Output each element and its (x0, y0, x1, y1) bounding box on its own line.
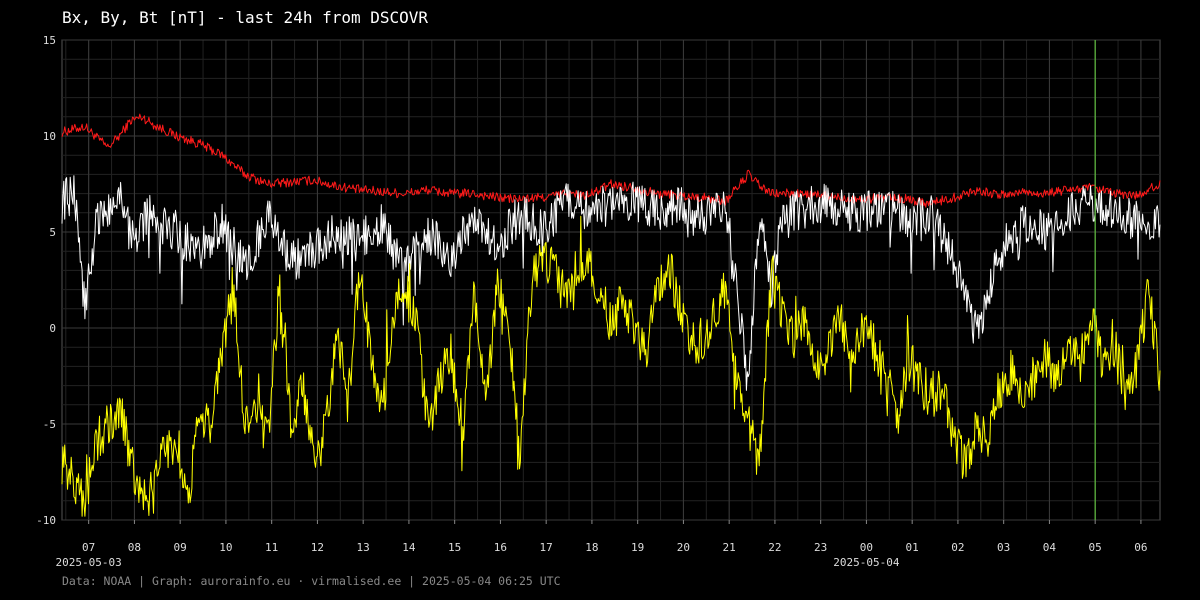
series-group (61, 113, 1161, 517)
series-line-by (61, 215, 1161, 517)
x-tick-label: 09 (174, 541, 187, 554)
x-tick-label: 05 (1089, 541, 1102, 554)
x-tick-label: 23 (814, 541, 827, 554)
x-tick-label: 22 (768, 541, 781, 554)
x-tick-label: 21 (723, 541, 736, 554)
grid (61, 39, 1161, 521)
x-tick-label: 10 (219, 541, 232, 554)
x-tick-label: 02 (951, 541, 964, 554)
x-tick-label: 16 (494, 541, 507, 554)
series-line-bt (61, 113, 1161, 208)
y-tick-label: 0 (49, 322, 56, 335)
x-tick-label: 13 (357, 541, 370, 554)
plot-frame (61, 39, 1161, 521)
x-tick-label: 15 (448, 541, 461, 554)
x-tick-label: 14 (402, 541, 416, 554)
y-tick-label: 15 (43, 34, 56, 47)
date-label: 2025-05-04 (833, 556, 900, 569)
x-tick-label: 01 (906, 541, 919, 554)
x-tick-label: 18 (585, 541, 598, 554)
footer-credits: Data: NOAA | Graph: aurorainfo.eu · virm… (62, 574, 561, 588)
x-tick-label: 20 (677, 541, 690, 554)
x-tick-label: 04 (1043, 541, 1057, 554)
x-tick-label: 07 (82, 541, 95, 554)
x-tick-label: 17 (540, 541, 553, 554)
series-line-bx (61, 175, 1161, 391)
y-tick-label: 5 (49, 226, 56, 239)
date-label: 2025-05-03 (56, 556, 122, 569)
x-tick-label: 03 (997, 541, 1010, 554)
x-tick-label: 00 (860, 541, 873, 554)
x-tick-label: 06 (1134, 541, 1147, 554)
y-tick-label: -10 (36, 514, 56, 527)
y-tick-label: -5 (43, 418, 56, 431)
x-tick-label: 08 (128, 541, 141, 554)
x-tick-label: 19 (631, 541, 644, 554)
chart-title: Bx, By, Bt [nT] - last 24h from DSCOVR (62, 8, 429, 27)
y-tick-label: 10 (43, 130, 56, 143)
x-tick-label: 12 (311, 541, 324, 554)
x-tick-label: 11 (265, 541, 278, 554)
